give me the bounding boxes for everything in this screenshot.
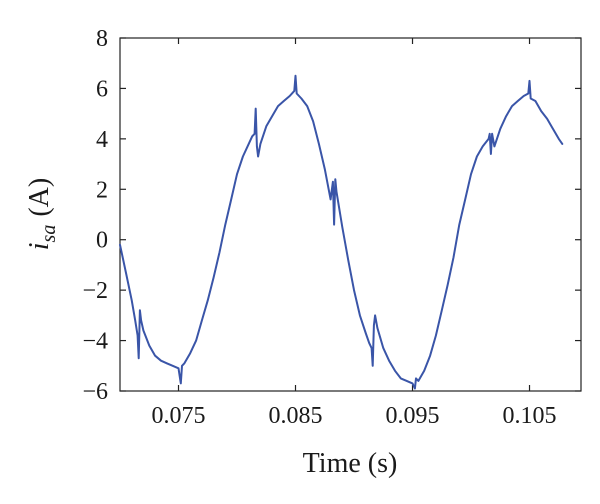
- axis-ticks: [120, 37, 581, 392]
- y-axis-label-sub: sa: [38, 225, 60, 243]
- y-tick-label: 6: [96, 76, 108, 102]
- x-tick-label: 0.095: [386, 403, 440, 429]
- axis-tick-labels: 0.075 0.085 0.095 0.105 −6 −4 −2 0 2 4 6 8: [82, 26, 556, 429]
- y-tick-label: 4: [96, 127, 108, 153]
- y-tick-label: −4: [82, 329, 108, 355]
- y-tick-label: −2: [82, 278, 108, 304]
- y-tick-label: 2: [96, 177, 108, 203]
- y-tick-label: 0: [96, 228, 108, 254]
- x-tick-label: 0.105: [503, 403, 557, 429]
- y-tick-label: 8: [96, 26, 108, 52]
- x-axis-label: Time (s): [303, 448, 398, 479]
- y-axis-label-unit: (A): [24, 178, 55, 217]
- y-axis-label-main: i: [24, 242, 55, 250]
- y-axis-label: isa (A): [24, 178, 60, 250]
- series-line-isa: [119, 74, 564, 390]
- x-tick-label: 0.075: [152, 403, 206, 429]
- plot-frame: [119, 37, 582, 392]
- y-tick-label: −6: [82, 379, 108, 405]
- x-tick-label: 0.085: [269, 403, 323, 429]
